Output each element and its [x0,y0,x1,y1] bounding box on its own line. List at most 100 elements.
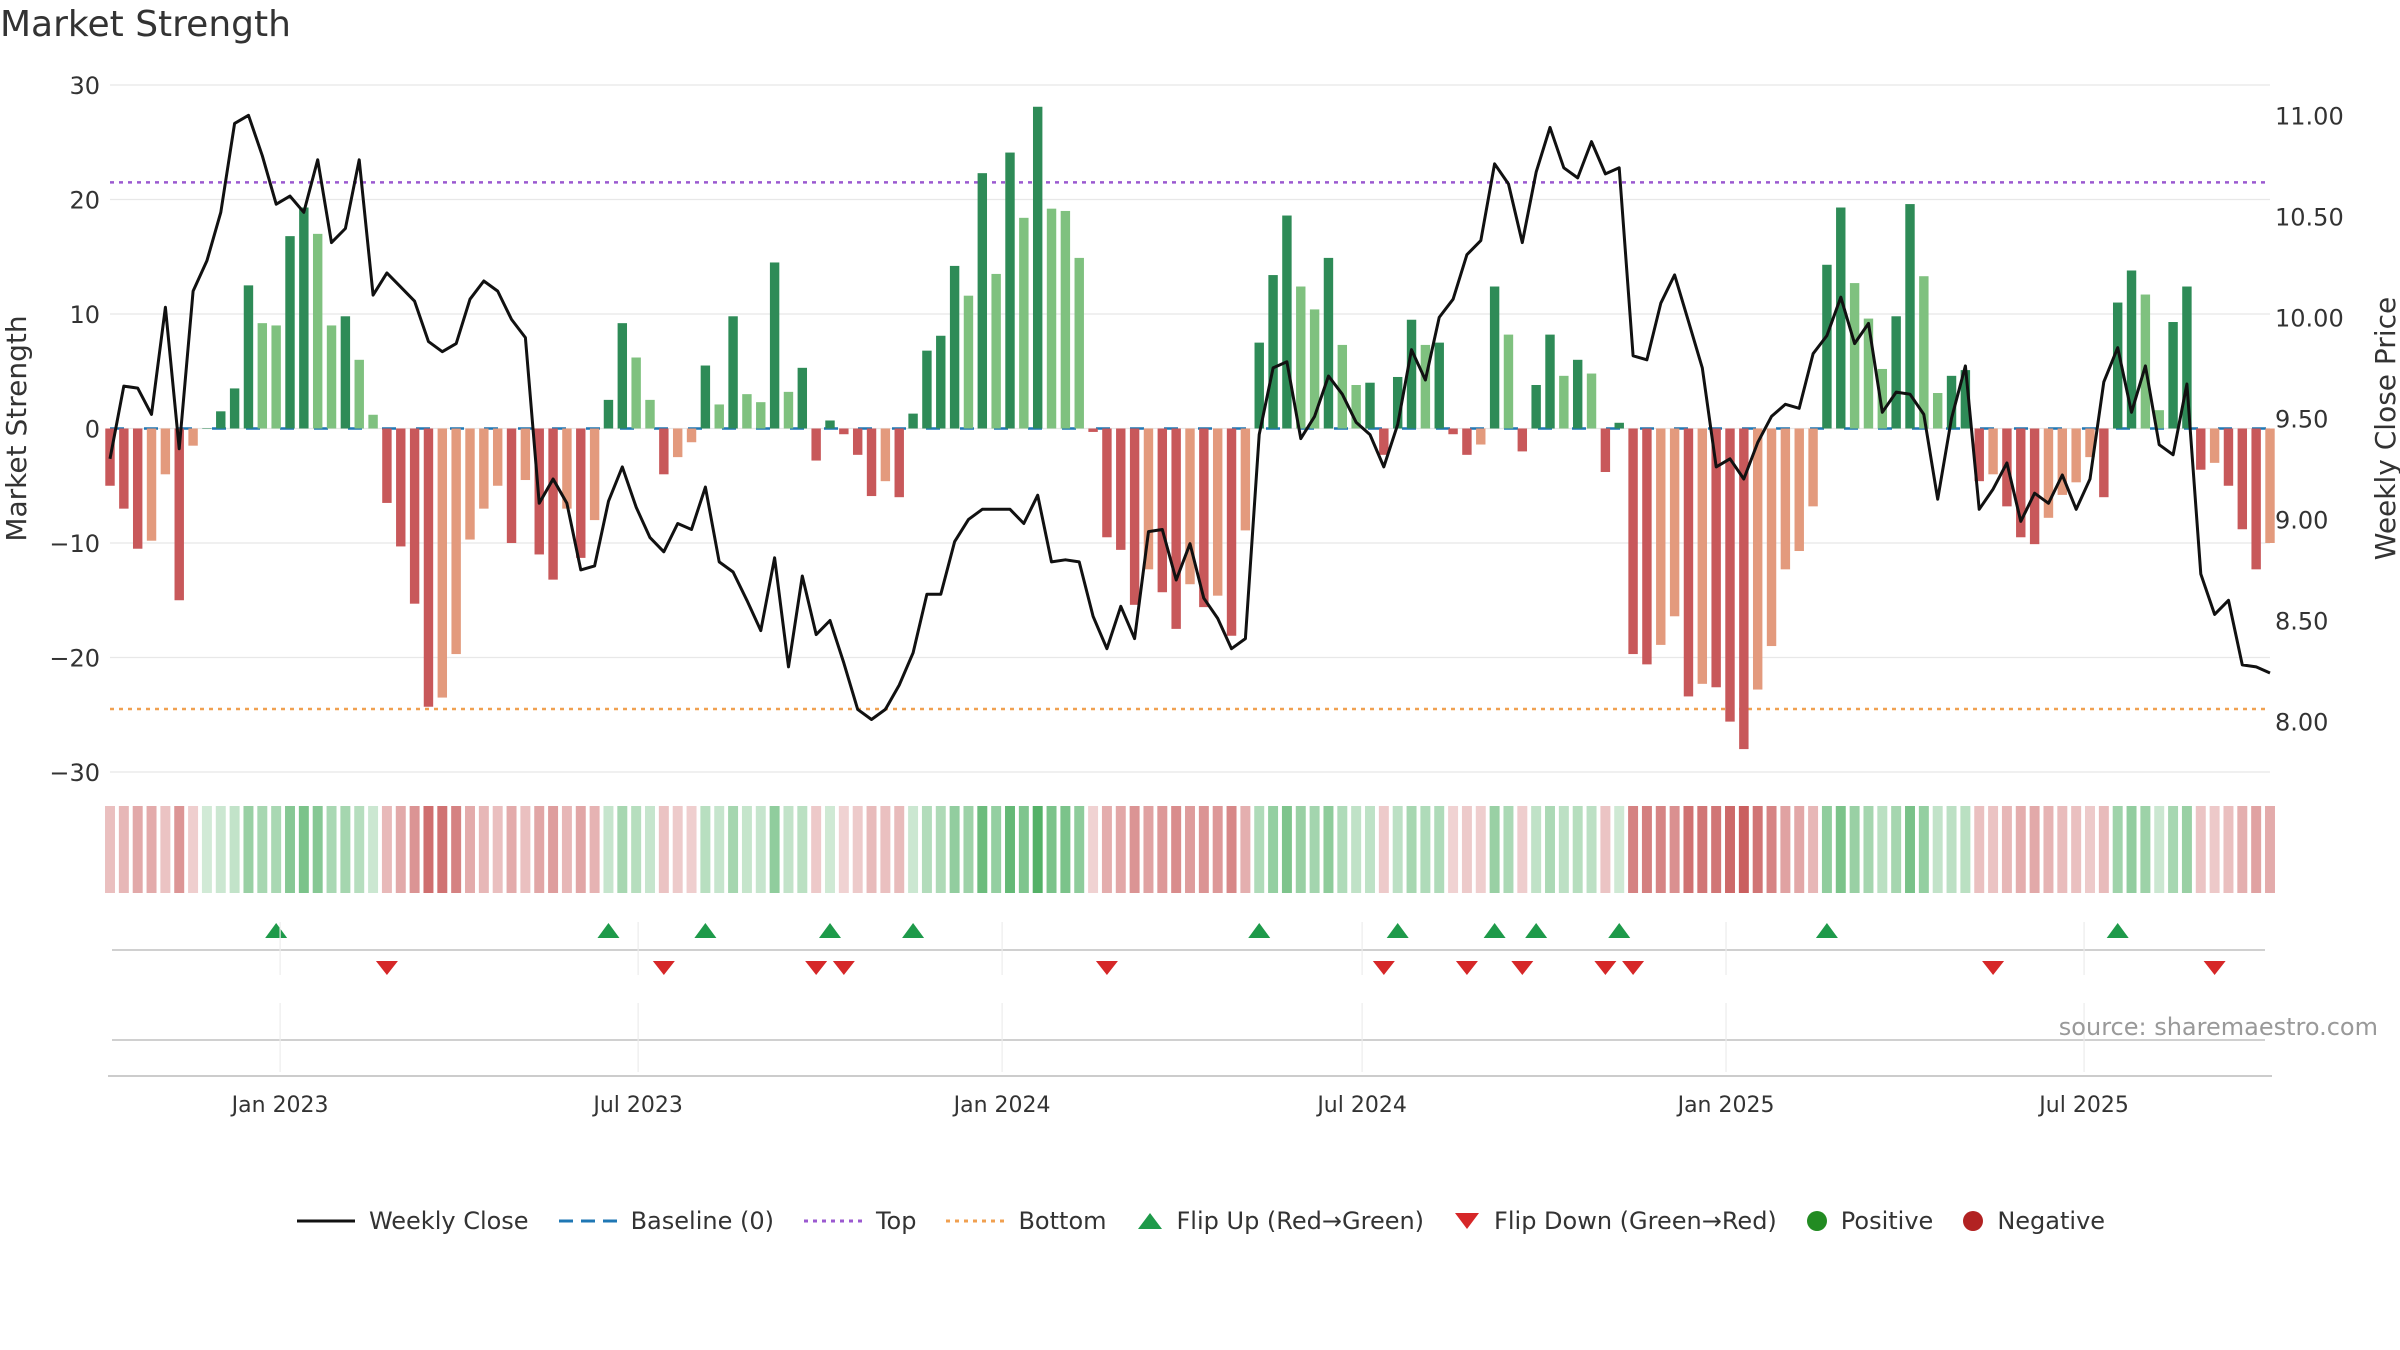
legend-negative[interactable]: Negative [1961,1207,2105,1235]
y2-tick-label: 8.50 [2275,607,2328,635]
strength-heat-strip [105,806,2275,893]
y2-tick-label: 10.50 [2275,203,2344,231]
heat-cell [2168,806,2179,893]
heat-cell [1226,806,1237,893]
strength-bar [1379,428,1389,455]
strength-bar [146,428,157,541]
heat-cell [2071,806,2082,893]
flip-down-marker [1511,961,1534,975]
strength-bar [188,428,198,446]
heat-cell [1780,806,1791,893]
strength-bar [1697,428,1708,684]
heat-cell [1725,806,1735,893]
strength-bar [2085,428,2095,458]
strength-bar [160,428,171,475]
strength-bar [1143,428,1154,570]
heat-cell [1392,806,1403,893]
heat-cell [866,806,877,893]
heat-cell [243,806,254,893]
strength-bar [1628,428,1638,655]
strength-bar [1503,334,1514,429]
flip-down-marker [1095,961,1118,975]
heat-cell [188,806,199,893]
strength-bar [1240,428,1251,531]
heat-cell [1143,806,1154,893]
strength-bar [2126,270,2137,429]
strength-bar [465,428,475,540]
strength-bar [2209,428,2220,463]
legend-weekly-close[interactable]: Weekly Close [295,1207,529,1235]
heat-cell [1641,806,1652,893]
heat-cell [921,806,932,893]
heat-cell [1628,806,1639,893]
heat-cell [1600,806,1611,893]
strength-bar [1822,264,1832,429]
strength-bar [285,236,295,429]
strength-bar [825,420,835,429]
x-tick-label: Jul 2024 [1315,1093,1407,1118]
flip-down-marker [652,961,675,975]
heat-cell [423,806,434,893]
heat-cell [2209,806,2220,893]
weekly-close-line [108,113,2271,721]
strength-bar [1116,428,1126,550]
flip-up-marker [1525,923,1548,938]
flip-up-marker [1483,923,1506,938]
strength-bar [852,428,863,455]
heat-cell [1974,806,1985,893]
heat-cell [949,806,960,893]
heat-cell [160,806,171,893]
legend-label: Baseline (0) [630,1207,774,1235]
flip-up-marker [902,923,925,938]
legend-label: Negative [1997,1207,2106,1235]
y2-tick-label: 8.00 [2275,708,2328,736]
heat-cell [229,806,240,893]
flip-up-marker [2106,923,2129,938]
legend-bottom[interactable]: Bottom [944,1207,1107,1235]
strength-bar [645,399,655,429]
strength-bar [631,357,641,429]
strength-bar [714,404,724,429]
legend-flip-up[interactable]: Flip Up (Red→Green) [1135,1207,1424,1235]
strength-bar [1309,309,1320,429]
flip-down-marker [1982,961,2005,975]
heat-cell [672,806,683,893]
heat-cell [478,806,489,893]
strength-bar [1946,375,1957,429]
heat-cell [700,806,711,893]
strength-bar [423,428,434,707]
heat-cell [631,806,642,893]
strength-bar [299,207,309,429]
strength-bar [2265,428,2275,543]
strength-bar [1725,428,1735,722]
strength-bar [2071,428,2081,483]
heat-cell [2085,806,2095,893]
heat-cell [1891,806,1902,893]
heat-cell [1351,806,1362,893]
legend-positive[interactable]: Positive [1805,1207,1933,1235]
strength-bar [132,428,143,549]
heat-cell [1572,806,1583,893]
strength-bar [1932,393,1943,429]
legend-top[interactable]: Top [802,1207,916,1235]
strength-bar [797,367,808,429]
strength-bar [728,316,738,429]
strength-bar [1448,428,1458,435]
strength-bar [1185,428,1195,585]
source-label: source: sharemaestro.com [2058,1013,2378,1041]
y2-tick-label: 11.00 [2275,102,2344,130]
legend-flip-down[interactable]: Flip Down (Green→Red) [1452,1207,1777,1235]
heat-cell [1420,806,1431,893]
heat-cell [506,806,517,893]
y2-tick-label: 9.00 [2275,506,2328,534]
flip-down-marker [1455,961,1478,975]
strength-bar [839,428,849,435]
heat-cell [1461,806,1472,893]
strength-bar [936,335,946,429]
strength-bar [2237,428,2248,530]
heat-cell [1475,806,1486,893]
legend-baseline[interactable]: Baseline (0) [557,1207,774,1235]
strength-bar [1226,428,1237,636]
heat-cell [2154,806,2165,893]
